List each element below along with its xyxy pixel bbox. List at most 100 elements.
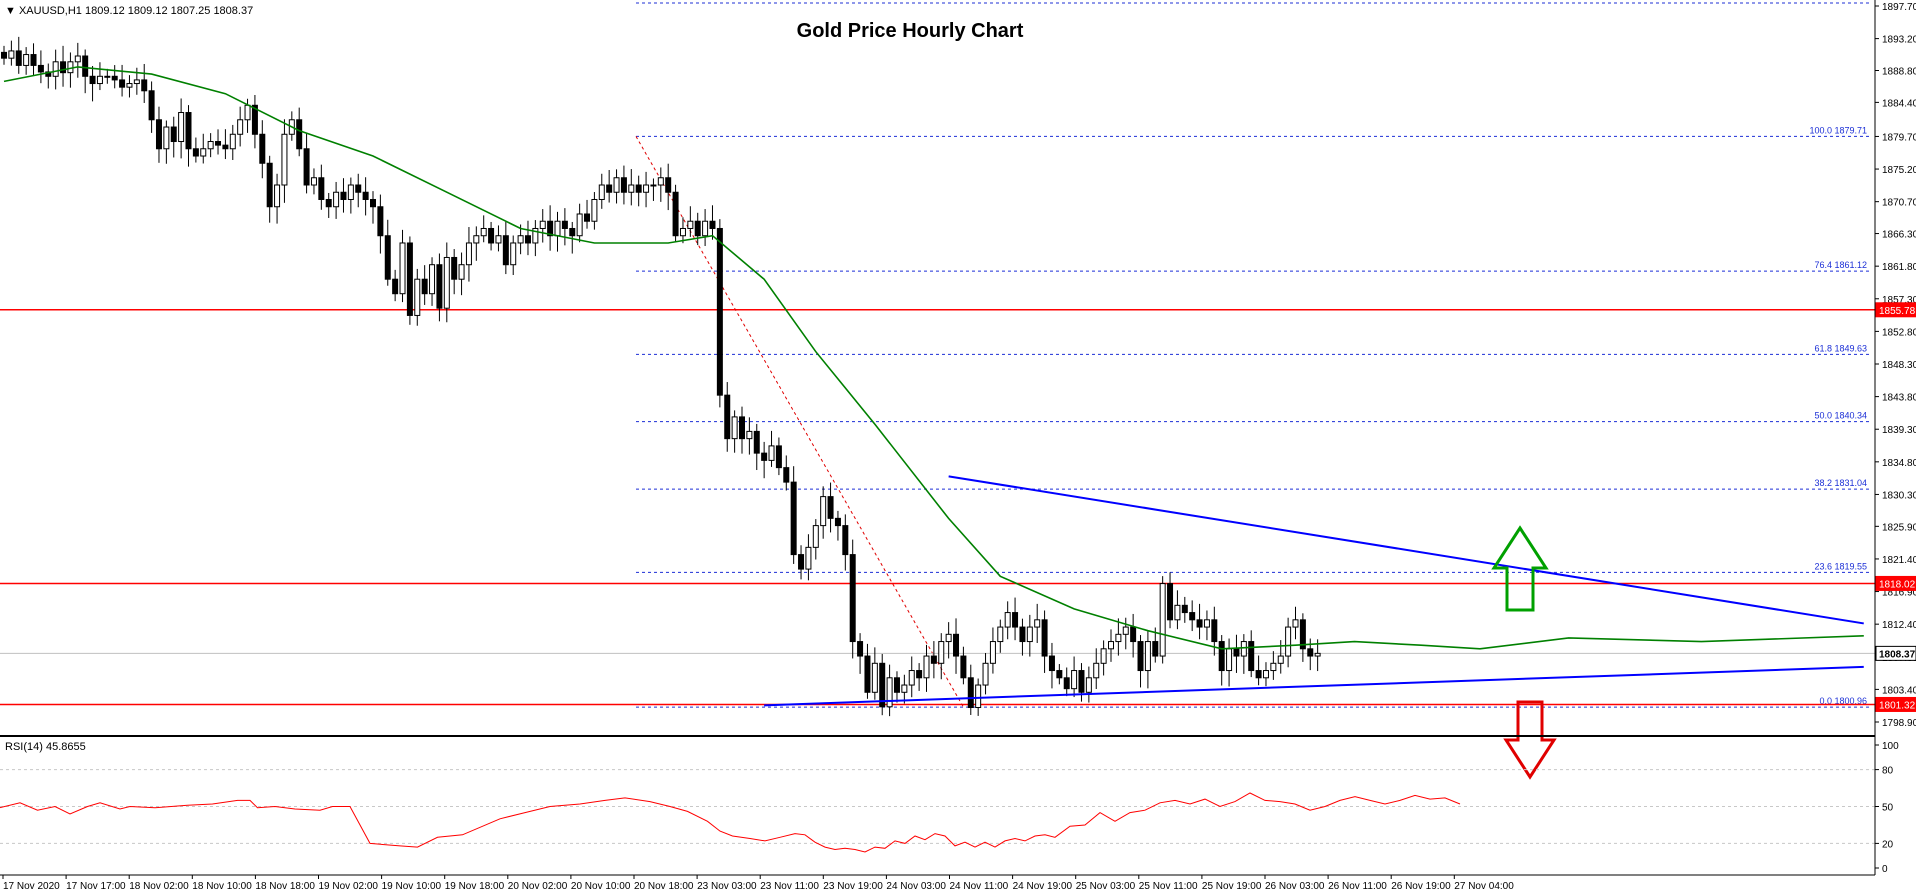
candle xyxy=(495,225,502,252)
candle xyxy=(532,220,539,257)
candle-body xyxy=(251,104,258,135)
price-panel: 100.0 1879.71 76.4 1861.12 61.8 1849.63 50.… xyxy=(0,2,1875,780)
candle-body xyxy=(657,177,664,186)
candle xyxy=(347,177,354,214)
candle xyxy=(465,227,472,282)
candle-body xyxy=(1248,641,1255,672)
fib-level-label: 50.0 1840.34 xyxy=(1814,411,1867,421)
candle-body xyxy=(215,141,222,146)
candle xyxy=(643,171,650,208)
candle-body xyxy=(1240,641,1247,657)
candle xyxy=(370,191,376,224)
candle xyxy=(709,205,716,240)
candle xyxy=(392,269,399,302)
candle-body xyxy=(510,242,517,266)
candle-body xyxy=(355,184,362,193)
candle xyxy=(635,175,642,207)
price-tick-label: 1857.30 xyxy=(1882,295,1916,306)
candle xyxy=(827,482,834,533)
rsi-line xyxy=(0,792,1461,853)
candle-body xyxy=(340,191,347,200)
candle xyxy=(739,406,745,454)
time-tick-label: 17 Nov 17:00 xyxy=(66,881,126,892)
candle-body xyxy=(192,148,199,157)
time-tick-label: 26 Nov 03:00 xyxy=(1265,881,1325,892)
rsi-tick-label: 20 xyxy=(1882,839,1894,850)
candle xyxy=(591,192,598,230)
candle-body xyxy=(1314,652,1321,657)
candle-body xyxy=(318,177,325,200)
candle xyxy=(251,94,258,149)
price-tick-label: 1861.80 xyxy=(1882,262,1916,273)
candle-body xyxy=(451,256,458,280)
candle-body xyxy=(1307,648,1314,657)
candle xyxy=(665,163,672,211)
candle xyxy=(377,194,384,254)
candle xyxy=(1262,662,1269,687)
candle-body xyxy=(930,655,937,664)
candle xyxy=(812,519,819,560)
candle xyxy=(879,653,886,716)
candle xyxy=(303,132,310,194)
candle-body xyxy=(1041,619,1048,657)
candle xyxy=(960,646,967,685)
candle xyxy=(414,268,421,326)
price-tick-label: 1852.80 xyxy=(1882,327,1916,338)
candle-body xyxy=(1152,641,1159,657)
time-tick-label: 26 Nov 19:00 xyxy=(1391,881,1451,892)
candle xyxy=(325,192,332,218)
candle xyxy=(473,226,480,261)
candle-body xyxy=(96,75,103,85)
candle xyxy=(694,212,701,246)
time-tick-label: 19 Nov 02:00 xyxy=(319,881,379,892)
candle xyxy=(222,129,229,160)
candle-body xyxy=(1189,612,1196,621)
candle xyxy=(731,410,738,453)
candle-body xyxy=(1218,641,1225,672)
candle xyxy=(178,98,185,159)
candle-body xyxy=(834,517,841,527)
candle-body xyxy=(23,54,30,66)
candle-body xyxy=(783,467,790,483)
candle-body xyxy=(1285,626,1292,657)
time-tick-label: 23 Nov 19:00 xyxy=(823,881,883,892)
candle xyxy=(1181,596,1188,623)
candle xyxy=(207,133,214,158)
candle-body xyxy=(650,184,657,187)
candle xyxy=(1048,642,1055,689)
candle xyxy=(576,203,583,243)
candle xyxy=(1159,576,1166,664)
candle xyxy=(170,116,177,158)
candle-body xyxy=(1181,604,1188,614)
candle-body xyxy=(310,177,317,186)
candle-body xyxy=(798,554,805,570)
candle-body xyxy=(1122,626,1129,635)
symbol-name: XAUUSD,H1 xyxy=(19,5,82,17)
candle xyxy=(237,106,244,147)
price-tick-label: 1843.80 xyxy=(1882,393,1916,404)
time-tick-label: 26 Nov 11:00 xyxy=(1328,881,1387,892)
candle-body xyxy=(960,655,967,679)
candle xyxy=(628,169,635,206)
candle-body xyxy=(502,235,509,266)
candle-body xyxy=(768,445,775,461)
candle-body xyxy=(406,242,413,316)
candle xyxy=(820,486,827,539)
time-tick-label: 18 Nov 10:00 xyxy=(192,881,252,892)
candle-body xyxy=(111,75,118,81)
price-tick-label: 1884.40 xyxy=(1882,98,1916,109)
candle xyxy=(598,173,605,209)
time-tick-label: 20 Nov 10:00 xyxy=(571,881,631,892)
rsi-tick-label: 0 xyxy=(1882,864,1888,875)
candle xyxy=(517,224,524,255)
candle xyxy=(702,209,709,247)
candle-body xyxy=(1078,670,1085,693)
candle xyxy=(399,229,406,303)
candle xyxy=(687,206,694,237)
time-tick-label: 24 Nov 11:00 xyxy=(950,881,1009,892)
candle-body xyxy=(569,227,576,237)
candle xyxy=(539,209,546,243)
time-tick-label: 24 Nov 19:00 xyxy=(1013,881,1073,892)
candle xyxy=(443,242,450,323)
